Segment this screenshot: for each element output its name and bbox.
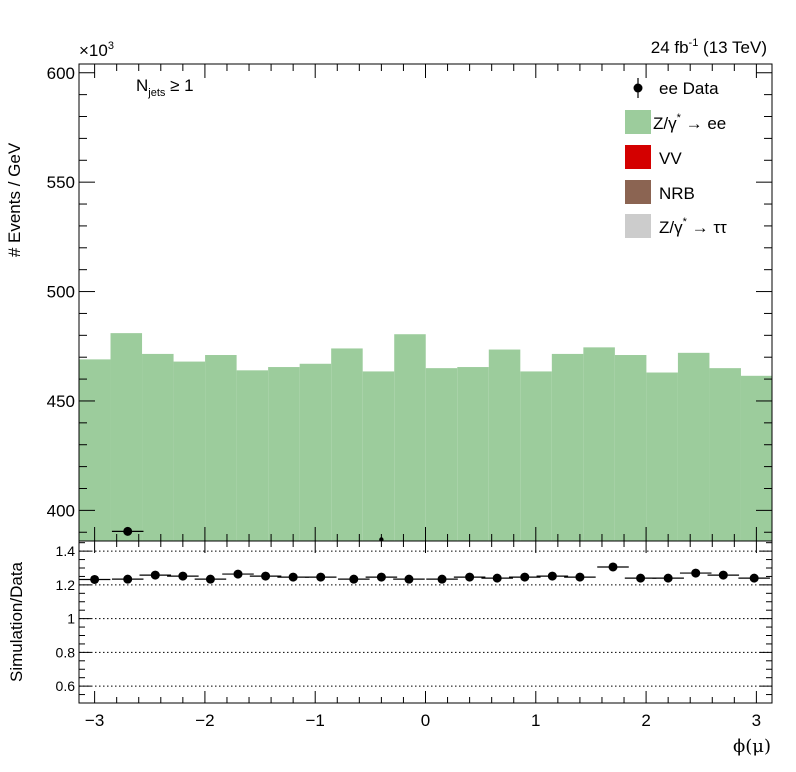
histogram-bar [740,375,772,541]
ratio-point [222,569,254,579]
ratio-point [338,574,370,584]
ratio-y-tick-label: 0.8 [56,644,76,660]
ratio-point [453,572,486,582]
histogram-bar [268,367,300,541]
ratio-y-tick-label: 1.4 [56,543,76,559]
histogram-bar [646,372,678,541]
jets-annotation: Njets ≥ 1 [136,76,194,99]
legend-label-nrb: NRB [659,184,695,203]
histogram-bar [331,348,363,541]
histogram-bar [79,359,111,541]
x-tick-label: 3 [752,711,761,730]
legend: ee Data Z/γ* → ee VV NRB Z/γ* → ττ [625,78,727,238]
ratio-point [624,573,657,583]
ratio-point [481,573,513,583]
legend-marker-data [633,83,643,93]
ratio-y-axis: 0.6 0.8 1 1.2 1.4 [56,542,772,704]
legend-label-data: ee Data [659,79,719,98]
ratio-point [707,570,740,580]
legend-entry-ztautau: Z/γ* → ττ [625,214,727,238]
histogram-bar [205,355,237,541]
x-tick-label: 2 [641,711,650,730]
histogram-bar [142,353,174,541]
histogram-bar [110,333,143,541]
ratio-y-tick-label: 1 [67,611,75,627]
legend-swatch-zee [625,110,651,134]
ratio-point [167,571,199,581]
ratio-point [277,572,309,582]
ratio-y-axis-label: Simulation/Data [7,561,26,682]
luminosity-label: 24 fb-1 (13 TeV) [651,37,767,57]
legend-swatch-vv [625,145,651,169]
x-tick-label: −2 [195,711,214,730]
histogram-bar [236,370,269,541]
histogram-bar [457,367,489,541]
main-y-axis: 400 450 500 550 600 [47,64,772,533]
legend-entry-zee: Z/γ* → ee [625,110,726,134]
y-axis-label: # Events / GeV [5,142,24,257]
ratio-grid [79,550,772,687]
legend-entry-vv: VV [625,145,682,169]
histogram-bar [425,368,458,541]
y-tick-label: 550 [47,173,75,192]
x-tick-label: 0 [421,711,430,730]
ratio-point [304,572,337,582]
histogram-bar [394,334,426,541]
ratio-point [194,574,227,584]
legend-swatch-ztautau [625,214,651,238]
histogram-bar [677,352,710,541]
x-tick-label: −3 [85,711,104,730]
main-data-points [111,526,384,542]
x-tick-label: −1 [306,711,325,730]
histogram-bar [488,349,521,541]
ratio-point [508,572,541,582]
ratio-point [426,574,458,584]
ratio-point [652,573,684,583]
y-tick-label: 400 [47,501,75,520]
legend-swatch-nrb [625,180,651,204]
ratio-point [139,570,172,580]
y-tick-label: 600 [47,64,75,83]
data-point [111,526,144,536]
ratio-point [249,571,282,581]
histogram-bar [551,353,584,541]
y-multiplier: ×103 [79,40,114,60]
ratio-point [597,562,629,572]
histogram-bar [362,371,395,541]
histogram-bar [583,347,615,541]
histogram-bar [520,371,552,541]
ratio-point [564,572,596,582]
legend-entry-nrb: NRB [625,180,695,204]
ratio-panel: 0.6 0.8 1 1.2 1.4 −3 −2 −1 0 1 2 3 Simulation/Data… [7,540,773,757]
ratio-point [111,574,144,584]
y-tick-label: 500 [47,283,75,302]
ratio-point [78,574,111,584]
ratio-x-axis: −3 −2 −1 0 1 2 3 [85,541,761,730]
legend-entry-data: ee Data [633,78,719,98]
ratio-point [536,571,569,581]
ratio-point [393,574,425,584]
legend-label-ztautau: Z/γ* → ττ [659,216,727,237]
ratio-point [679,568,712,578]
legend-label-zee: Z/γ* → ee [653,112,726,133]
ratio-frame [78,540,773,704]
histogram-bar [709,368,741,541]
histogram-bar [173,361,206,541]
legend-label-vv: VV [659,149,682,168]
main-panel: 400 450 500 550 600 # Events / GeV ×103 24 f… [5,37,773,542]
ratio-data-points [78,562,770,584]
ratio-point [738,573,770,583]
ratio-point [365,572,398,582]
main-histogram [79,333,772,541]
x-axis-label: ϕ(μ) [733,736,771,757]
y-tick-label: 450 [47,392,75,411]
main-x-ticks [94,64,757,541]
ratio-y-tick-label: 1.2 [56,577,76,593]
histogram-bar [299,363,332,541]
x-tick-label: 1 [531,711,540,730]
histogram-bar [614,355,647,541]
ratio-y-tick-label: 0.6 [56,678,76,694]
